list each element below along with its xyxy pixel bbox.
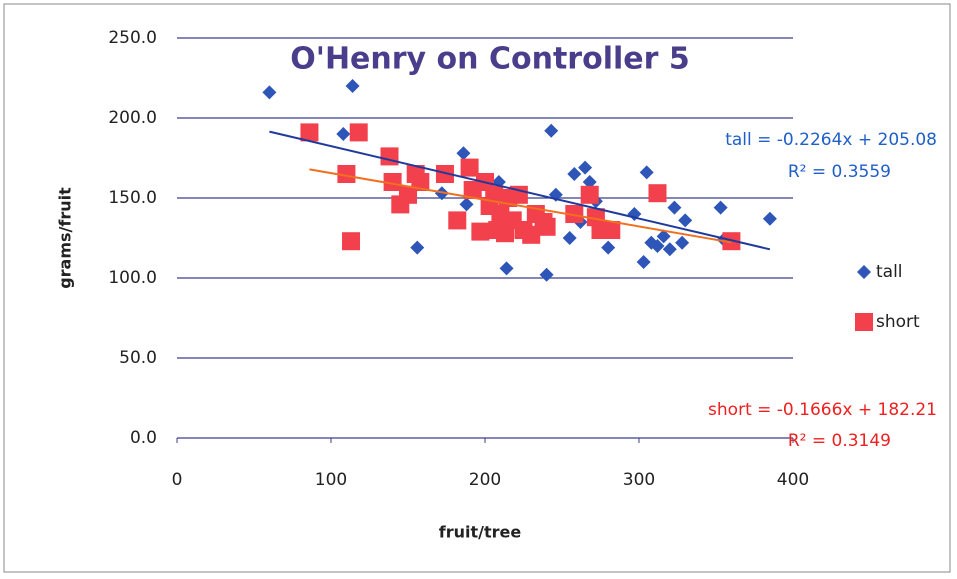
trend-r2: R² = 0.3149 [788, 431, 891, 451]
point [762, 211, 777, 226]
point [567, 167, 582, 181]
x-axis-title: fruit/tree [439, 523, 522, 542]
y-tick-label: 200.0 [108, 108, 157, 128]
legend-marker [855, 313, 873, 331]
y-tick-label: 150.0 [108, 188, 157, 208]
y-tick-label: 50.0 [119, 348, 157, 368]
trend-equation: short = -0.1666x + 182.21 [708, 400, 937, 420]
point [562, 231, 577, 245]
x-tick-label: 0 [172, 470, 183, 490]
y-tick-label: 0.0 [130, 428, 157, 448]
point [582, 175, 597, 189]
point [639, 165, 654, 180]
point [648, 184, 667, 203]
point [537, 217, 556, 236]
point [485, 185, 504, 204]
point [349, 123, 368, 142]
point [539, 267, 554, 282]
point [636, 255, 651, 269]
point [713, 200, 728, 215]
y-tick-label: 100.0 [108, 268, 157, 288]
trendline [269, 130, 771, 251]
point [456, 146, 471, 161]
point [411, 173, 430, 191]
trend-r2: R² = 0.3559 [788, 162, 891, 182]
trend-equation: tall = -0.2264x + 205.08 [725, 130, 937, 150]
point [300, 123, 319, 142]
x-tick-label: 300 [623, 470, 655, 490]
y-axis-title: grams/fruit [56, 187, 75, 289]
point [410, 240, 425, 255]
point [262, 85, 277, 100]
legend-label: short [876, 312, 920, 332]
chart-title: O'Henry on Controller 5 [290, 42, 689, 77]
point [509, 185, 528, 204]
point [459, 197, 474, 212]
point [678, 213, 693, 228]
legend-marker [857, 265, 871, 279]
point [342, 232, 361, 251]
point [380, 147, 399, 166]
point [345, 79, 360, 93]
point [499, 261, 514, 276]
chart-border [3, 3, 951, 573]
point [383, 173, 402, 191]
point [662, 242, 677, 257]
point [565, 205, 584, 223]
point [656, 229, 671, 244]
point [602, 221, 621, 239]
point [471, 222, 490, 241]
point [578, 160, 593, 175]
point [601, 240, 616, 255]
x-tick-label: 200 [469, 470, 501, 490]
point [580, 185, 599, 204]
point [435, 165, 454, 183]
point [460, 158, 479, 177]
legend-label: tall [876, 262, 903, 282]
x-tick-label: 400 [777, 470, 809, 490]
point [675, 235, 690, 250]
point [448, 211, 467, 230]
point [544, 123, 559, 138]
y-tick-label: 250.0 [108, 28, 157, 48]
point [667, 200, 682, 215]
point [336, 127, 351, 141]
x-tick-label: 100 [315, 470, 347, 490]
point [337, 165, 356, 183]
point [650, 239, 665, 253]
trendline [309, 168, 732, 244]
